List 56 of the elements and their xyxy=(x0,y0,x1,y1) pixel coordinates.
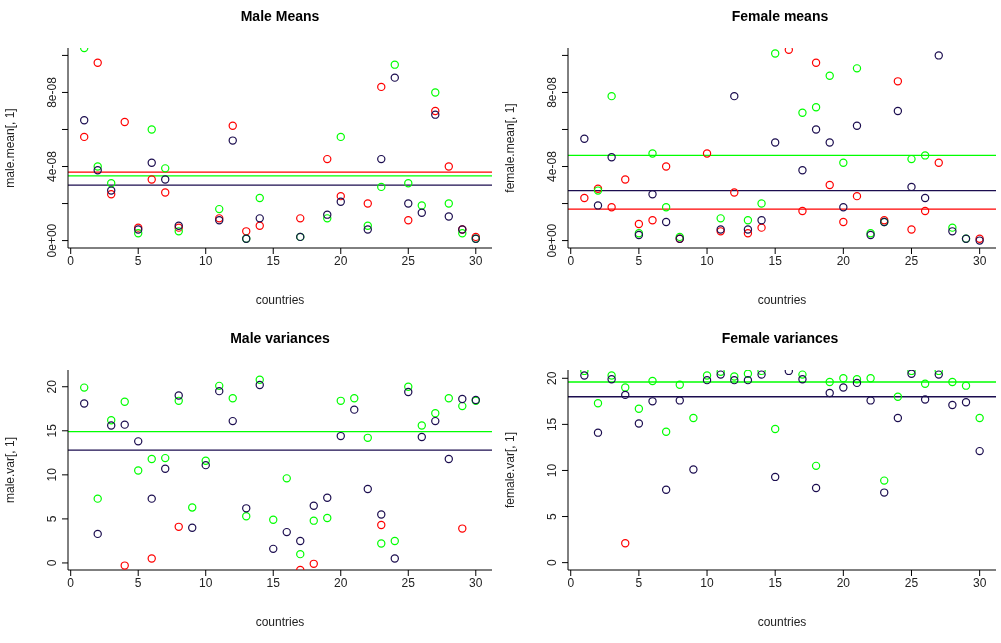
y-tick-label: 0e+00 xyxy=(545,223,559,258)
x-tick-label: 20 xyxy=(836,575,851,590)
x-tick-label: 0 xyxy=(567,575,575,590)
x-axis-title: countries xyxy=(255,293,305,307)
chart-title: Female variances xyxy=(720,330,840,346)
x-tick-label: 15 xyxy=(266,575,281,590)
x-axis-title: countries xyxy=(757,615,807,629)
x-tick-label: 0 xyxy=(67,575,75,590)
chart-title: Male Means xyxy=(239,8,321,24)
x-tick-label: 10 xyxy=(199,253,213,268)
y-tick-label: 5 xyxy=(545,512,559,520)
x-axis-title: countries xyxy=(757,293,807,307)
y-tick-label: 20 xyxy=(545,371,559,385)
x-tick-label: 0 xyxy=(67,253,75,268)
x-tick-label: 20 xyxy=(334,575,348,590)
chart-title: Female means xyxy=(730,8,830,24)
x-tick-label: 0 xyxy=(567,253,575,268)
x-tick-label: 5 xyxy=(635,253,643,268)
x-tick-label: 25 xyxy=(904,575,919,590)
x-axis-title: countries xyxy=(255,615,305,629)
x-tick-label: 15 xyxy=(768,253,783,268)
x-tick-label: 15 xyxy=(266,253,281,268)
x-tick-label: 30 xyxy=(972,575,987,590)
x-tick-label: 25 xyxy=(904,253,919,268)
y-tick-label: 8e-08 xyxy=(545,76,559,108)
x-tick-label: 20 xyxy=(836,253,851,268)
y-tick-label: 5 xyxy=(45,515,59,523)
y-axis-title: male.mean[, 1] xyxy=(3,108,18,188)
x-tick-label: 5 xyxy=(635,575,643,590)
x-tick-label: 10 xyxy=(199,575,213,590)
x-tick-label: 30 xyxy=(972,253,987,268)
x-tick-label: 20 xyxy=(334,253,348,268)
y-tick-label: 0e+00 xyxy=(45,223,59,258)
y-tick-label: 0 xyxy=(45,559,59,567)
x-tick-label: 25 xyxy=(401,575,416,590)
y-tick-label: 4e-08 xyxy=(45,150,59,182)
y-tick-label: 15 xyxy=(45,423,59,438)
y-tick-label: 0 xyxy=(545,558,559,566)
y-tick-label: 8e-08 xyxy=(45,76,59,108)
y-tick-label: 10 xyxy=(45,467,59,482)
x-tick-label: 10 xyxy=(700,253,715,268)
y-tick-label: 20 xyxy=(45,379,59,394)
x-tick-label: 25 xyxy=(401,253,416,268)
chart-title: Male variances xyxy=(229,330,331,346)
y-axis-title: female.mean[, 1] xyxy=(503,103,518,193)
x-tick-label: 15 xyxy=(768,575,783,590)
y-tick-label: 4e-08 xyxy=(545,150,559,182)
x-tick-label: 10 xyxy=(700,575,715,590)
x-tick-label: 30 xyxy=(469,575,483,590)
x-tick-label: 5 xyxy=(134,575,142,590)
y-axis-title: male.var[, 1] xyxy=(3,436,18,504)
x-tick-label: 30 xyxy=(469,253,483,268)
x-tick-label: 5 xyxy=(134,253,142,268)
y-axis-title: female.var[, 1] xyxy=(503,431,518,509)
y-tick-label: 10 xyxy=(545,463,559,478)
y-tick-label: 15 xyxy=(545,417,559,432)
